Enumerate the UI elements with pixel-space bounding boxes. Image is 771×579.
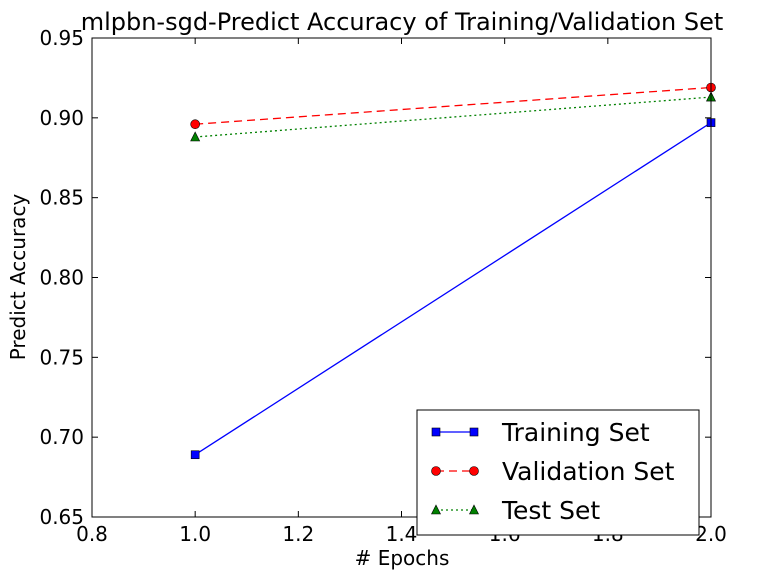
- legend-marker: [431, 466, 441, 476]
- y-tick-label: 0.90: [39, 106, 84, 130]
- legend-label-training-set: Training Set: [501, 418, 650, 447]
- legend: Training Set Validation Set Test Set: [416, 409, 700, 536]
- legend-marker: [469, 504, 479, 515]
- data-point-test-set: [190, 131, 201, 142]
- x-axis-label: # Epochs: [355, 546, 450, 570]
- legend-marker: [431, 504, 441, 515]
- legend-label-test-set: Test Set: [501, 496, 600, 525]
- series-line-validation-set: [195, 86, 712, 125]
- y-tick-label: 0.65: [39, 505, 84, 529]
- y-tick-label: 0.85: [39, 186, 84, 210]
- x-tick-label: 1.4: [386, 522, 418, 546]
- y-axis-label: Predict Accuracy: [6, 194, 30, 361]
- legend-label-validation-set: Validation Set: [502, 457, 675, 486]
- chart-title: mlpbn-sgd-Predict Accuracy of Training/V…: [81, 8, 724, 36]
- x-tick-label: 1.0: [179, 522, 211, 546]
- data-point-training-set: [190, 450, 200, 460]
- series-validation-set: [190, 82, 716, 130]
- y-tick-label: 0.70: [39, 425, 84, 449]
- legend-marker: [469, 427, 479, 437]
- legend-marker: [469, 466, 479, 476]
- y-tick-label: 0.80: [39, 266, 84, 290]
- y-tick-label: 0.95: [39, 26, 84, 50]
- x-tick-label: 2.0: [695, 522, 727, 546]
- ticks: [91, 37, 712, 518]
- y-tick-label: 0.75: [39, 345, 84, 369]
- data-point-validation-set: [190, 119, 200, 130]
- series-line-test-set: [195, 96, 712, 138]
- tick-labels: 0.81.01.21.41.61.82.00.650.700.750.800.8…: [39, 26, 726, 546]
- axes-frame: [91, 37, 712, 518]
- legend-box: [416, 409, 700, 536]
- x-tick-label: 1.2: [282, 522, 314, 546]
- series-line-training-set: [194, 122, 712, 456]
- legend-marker: [431, 427, 441, 437]
- x-tick-label: 0.8: [76, 522, 108, 546]
